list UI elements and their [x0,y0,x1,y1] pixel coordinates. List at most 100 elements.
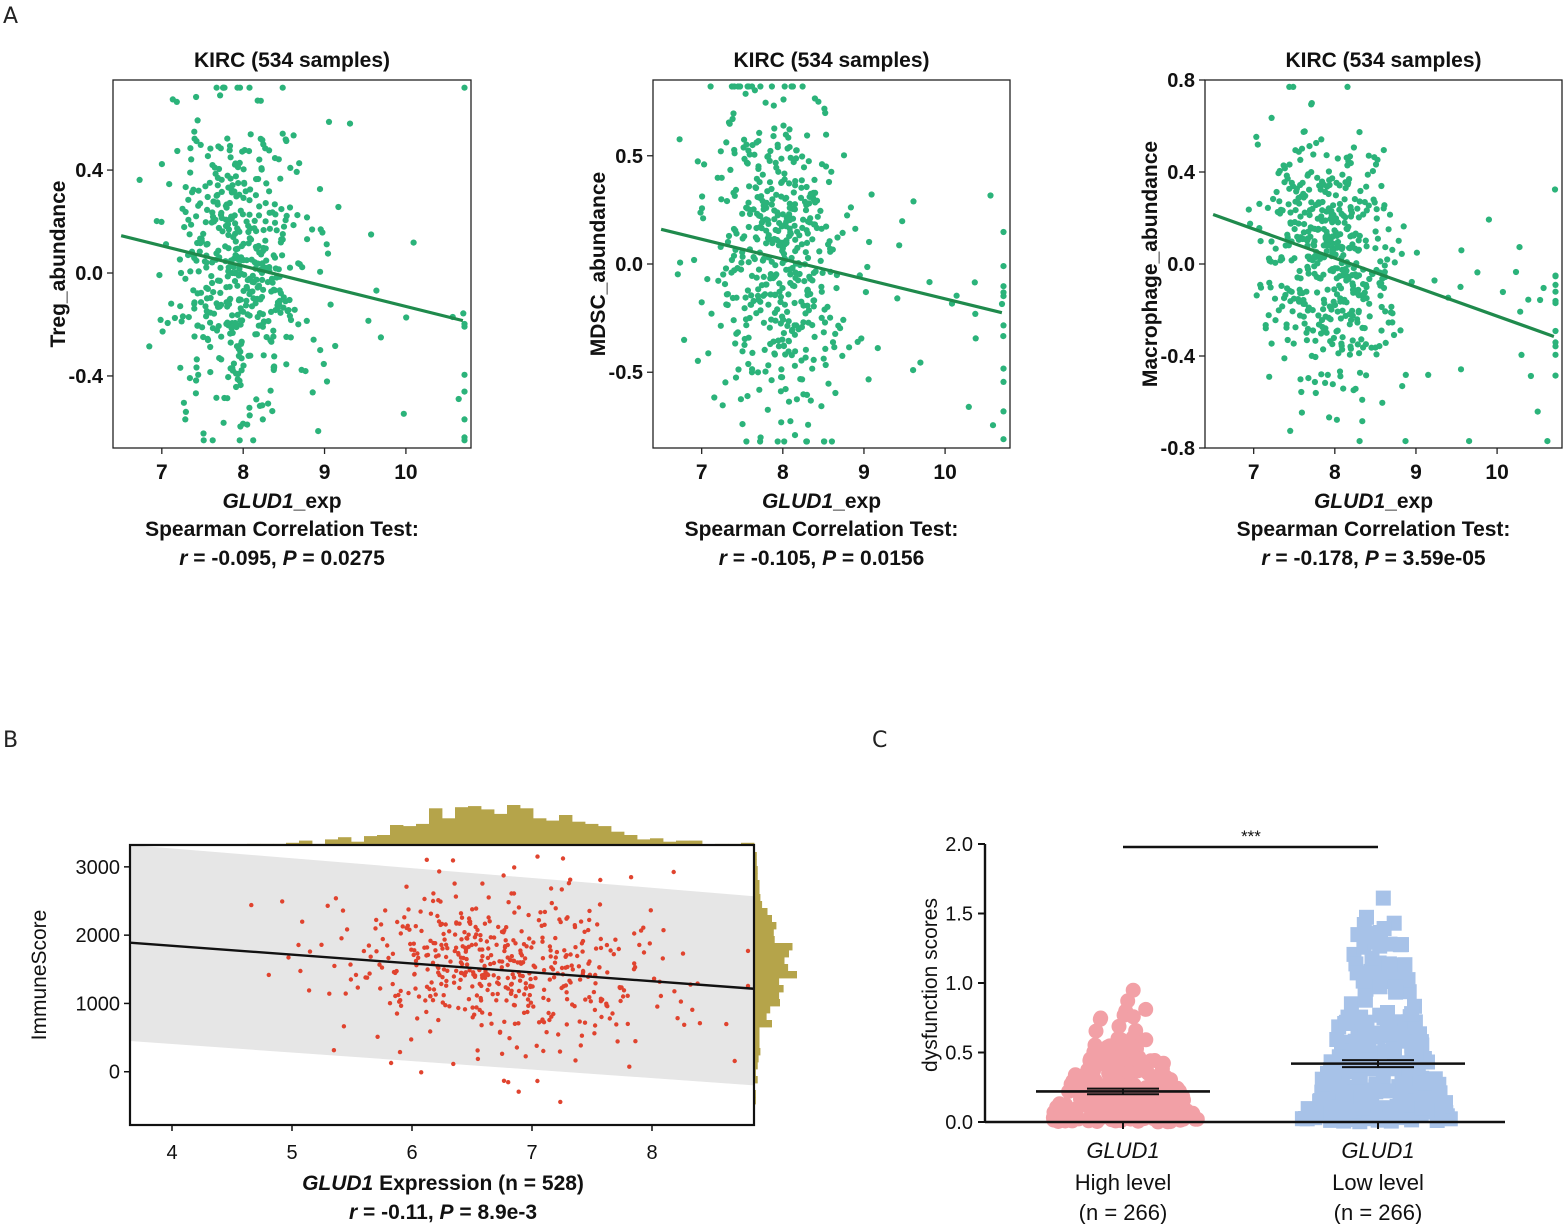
data-point [280,294,287,301]
data-point [518,950,523,956]
plot-frame [652,79,1011,449]
data-point [319,229,326,236]
data-point [774,438,781,445]
data-point [315,428,322,435]
data-point [796,232,803,239]
data-point [393,993,398,999]
data-point [373,926,378,931]
data-point [227,339,234,346]
data-point [1370,196,1377,203]
data-point [1265,312,1272,319]
data-point [278,206,285,213]
right-histogram-bar [755,894,761,902]
data-point [617,985,623,991]
data-point [1362,341,1369,348]
data-point [1094,1056,1110,1072]
data-point [279,84,286,91]
top-histogram-bar [325,839,339,845]
data-point [818,283,825,290]
right-histogram-bar [755,999,780,1007]
data-point [424,1009,429,1015]
data-point [1301,300,1308,307]
data-point [953,292,960,299]
data-point [1348,209,1355,216]
data-point [531,940,536,945]
data-point [506,1080,511,1085]
data-point [1359,1014,1375,1030]
data-point [770,102,777,109]
data-point [1288,257,1295,264]
data-point [1318,213,1325,220]
data-point [825,241,832,248]
data-point [570,967,575,972]
data-point [753,274,760,281]
data-point [460,310,467,317]
y-tick-label: -0.4 [69,366,104,388]
data-point [798,177,805,184]
data-point [185,314,192,321]
data-point [864,263,871,271]
data-point [461,434,468,441]
data-point [788,328,796,335]
data-point [215,323,222,330]
data-point [209,279,216,287]
data-point [287,334,294,341]
data-point [1330,202,1337,209]
data-point [232,220,239,227]
data-point [1380,205,1387,212]
data-point [780,343,788,350]
data-point [325,118,333,125]
data-point [317,268,324,275]
data-point [474,1005,479,1010]
data-point [778,193,785,200]
data-point [805,421,812,428]
data-point [1271,295,1279,302]
data-point [253,396,260,403]
data-point [442,937,447,942]
data-point [463,945,468,950]
data-point [1331,227,1338,234]
data-point [400,924,405,929]
x-tick-label: 10 [394,461,417,484]
x-axis-label: GLUD1_exp [762,490,881,513]
data-point [173,98,180,105]
data-point [1283,321,1290,328]
group-n-label: (n = 266) [1334,1200,1423,1224]
data-point [307,949,313,954]
top-histogram-bar [663,841,677,845]
data-point [339,936,344,941]
data-point [593,946,599,951]
data-point [523,986,529,991]
data-point [236,228,243,235]
data-point [1320,306,1327,313]
data-point [705,350,712,357]
data-point [791,222,798,229]
data-point [461,388,468,395]
data-point [422,945,427,950]
data-point [217,289,224,296]
data-point [1306,207,1314,214]
data-point [1304,325,1312,332]
data-point [588,999,593,1004]
data-point [1320,181,1328,188]
data-point [810,297,817,304]
data-point [197,299,205,306]
x-axis-label: GLUD1 Expression (n = 528) [302,1172,584,1195]
data-point [320,360,327,368]
data-point [1315,321,1323,328]
data-point [258,165,265,172]
top-histogram-bar [507,805,521,845]
data-point [822,361,829,369]
data-point [780,330,788,337]
data-point [1288,179,1295,186]
right-histogram-bar [755,929,774,937]
data-point [1094,1104,1110,1120]
data-point [1331,1078,1347,1094]
right-histogram-bar [755,880,760,888]
data-point [1364,1061,1380,1077]
data-point [309,226,316,233]
data-point [207,319,214,326]
data-point [1458,247,1465,254]
data-point [444,983,449,988]
data-point [1363,183,1370,190]
